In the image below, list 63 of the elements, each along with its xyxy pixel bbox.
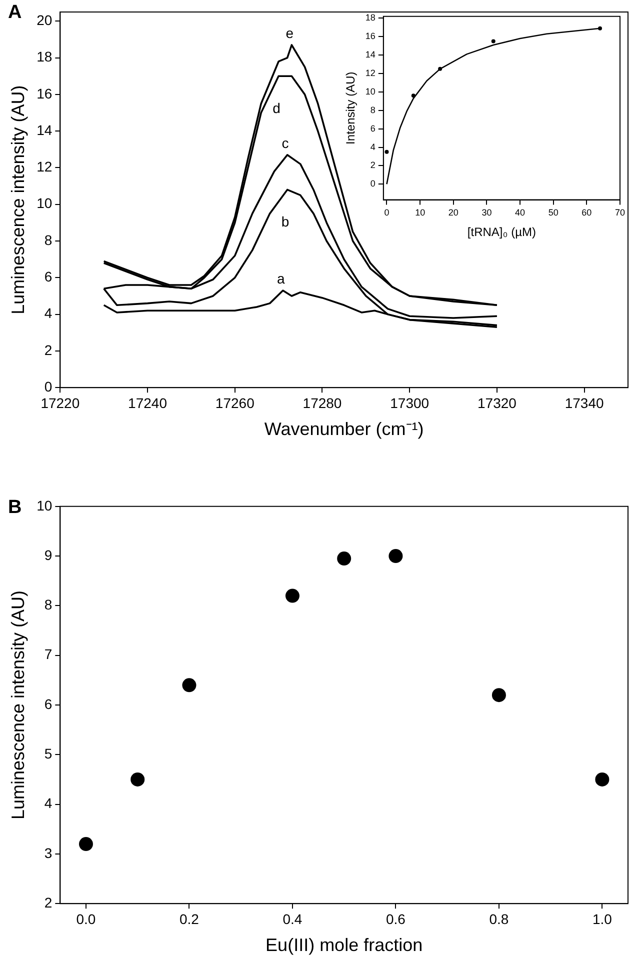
x-tick-label: 0 — [384, 208, 390, 218]
x-tick-label: 0.4 — [282, 910, 302, 927]
x-tick-label: 17280 — [302, 394, 342, 411]
y-tick-label: 12 — [36, 158, 52, 175]
series-label: a — [277, 270, 286, 286]
x-tick-label: 10 — [415, 208, 426, 218]
x-tick-label: 30 — [482, 208, 492, 218]
y-tick-label: 4 — [44, 795, 52, 812]
y-tick-label: 8 — [44, 232, 52, 248]
x-axis-title: Wavenumber (cm⁻¹) — [264, 419, 424, 440]
y-tick-label: 10 — [365, 86, 376, 96]
y-tick-label: 2 — [44, 894, 52, 910]
x-tick-label: 0.2 — [179, 910, 200, 927]
y-tick-label: 3 — [44, 844, 52, 861]
x-tick-label: 40 — [515, 208, 526, 218]
y-tick-label: 18 — [365, 12, 376, 23]
x-tick-label: 1.0 — [592, 910, 612, 927]
y-tick-label: 4 — [370, 142, 376, 152]
y-tick-label: 14 — [36, 122, 52, 138]
x-tick-label: 70 — [614, 208, 626, 218]
y-tick-label: 6 — [44, 696, 52, 712]
x-tick-label: 50 — [548, 208, 558, 218]
x-axis-title: Eu(III) mole fraction — [266, 935, 423, 956]
y-tick-label: 0 — [370, 178, 376, 189]
x-tick-label: 17260 — [215, 394, 255, 411]
series-label: b — [281, 214, 290, 230]
y-tick-label: 16 — [36, 85, 52, 102]
x-tick-label: 17340 — [564, 394, 604, 411]
y-axis-title: Intensity (AU) — [344, 72, 358, 144]
x-tick-label: 0.0 — [76, 910, 96, 927]
series-label: c — [282, 134, 289, 151]
y-tick-label: 8 — [44, 596, 52, 613]
x-tick-label: 60 — [582, 208, 592, 218]
y-tick-label: 12 — [365, 68, 376, 78]
y-tick-label: 7 — [44, 646, 52, 662]
chart-title: B — [8, 497, 22, 519]
y-tick-label: 18 — [36, 48, 52, 65]
y-tick-label: 6 — [44, 268, 52, 285]
y-tick-label: 6 — [370, 123, 376, 134]
y-tick-label: 16 — [365, 31, 376, 42]
x-tick-label: 17240 — [128, 394, 168, 411]
series-label: e — [286, 24, 294, 41]
y-tick-label: 0 — [44, 378, 52, 394]
x-tick-label: 20 — [448, 208, 458, 218]
x-tick-label: 17220 — [40, 394, 80, 411]
y-tick-label: 4 — [44, 305, 52, 322]
y-axis-title: Luminescence intensity (AU) — [8, 590, 28, 820]
y-tick-label: 9 — [44, 546, 52, 563]
y-tick-label: 14 — [365, 50, 376, 60]
x-tick-label: 17320 — [477, 394, 517, 411]
chart-title: A — [8, 2, 22, 24]
y-tick-label: 2 — [370, 160, 376, 170]
y-tick-label: 20 — [36, 12, 52, 28]
x-tick-label: 0.8 — [489, 910, 509, 927]
y-axis-title: Luminescence intensity (AU) — [8, 85, 28, 314]
x-tick-label: 0.6 — [386, 910, 406, 927]
y-tick-label: 5 — [44, 746, 52, 762]
y-tick-label: 10 — [36, 497, 52, 514]
series-label: d — [272, 100, 280, 116]
x-axis-title: [tRNA]₀ (µM) — [467, 225, 536, 240]
y-tick-label: 8 — [370, 104, 376, 115]
x-tick-label: 17300 — [390, 394, 430, 411]
y-tick-label: 2 — [44, 342, 52, 358]
